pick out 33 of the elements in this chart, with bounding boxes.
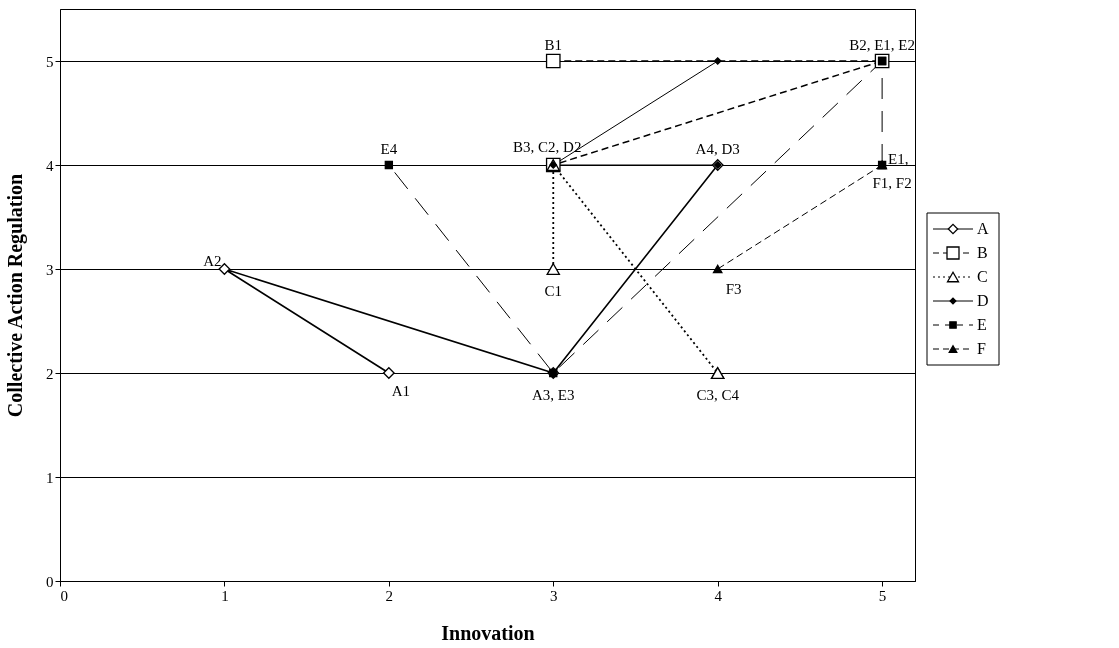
x-tick-label: 3 <box>550 587 558 604</box>
x-axis-title: Innovation <box>441 621 535 644</box>
legend-label: D <box>977 292 989 309</box>
x-tick-label: 2 <box>385 587 394 604</box>
legend-label: A <box>977 220 989 237</box>
annotation: C3, C4 <box>696 387 740 403</box>
y-tick-label: 4 <box>46 157 54 174</box>
x-tick-label: 5 <box>878 587 887 604</box>
y-tick-label: 2 <box>46 365 54 382</box>
legend-label: B <box>977 244 988 261</box>
y-tick-label: 1 <box>46 469 54 486</box>
annotation: A1 <box>391 383 411 399</box>
annotation: A2 <box>203 253 222 269</box>
annotation: A4, D3 <box>695 141 740 157</box>
x-tick-label: 0 <box>60 587 68 604</box>
annotation: E1, <box>888 151 909 167</box>
y-tick-label: 5 <box>46 53 54 70</box>
annotation: E4 <box>380 141 398 157</box>
legend-label: E <box>977 316 987 333</box>
legend-label: F <box>977 340 986 357</box>
annotation: B1 <box>544 37 563 53</box>
y-tick-label: 3 <box>46 261 54 278</box>
annotation: C1 <box>544 283 563 299</box>
annotation: F3 <box>725 281 742 297</box>
x-tick-label: 1 <box>221 587 229 604</box>
annotation: B2, E1, E2 <box>849 37 916 53</box>
annotation: F1, F2 <box>872 175 912 191</box>
annotation: A3, E3 <box>532 387 575 403</box>
annotation: B3, C2, D2 <box>513 139 582 155</box>
legend-label: C <box>977 268 988 285</box>
x-tick-label: 4 <box>714 587 723 604</box>
y-axis-title: Collective Action Regulation <box>4 173 27 418</box>
y-tick-label: 0 <box>46 573 54 590</box>
